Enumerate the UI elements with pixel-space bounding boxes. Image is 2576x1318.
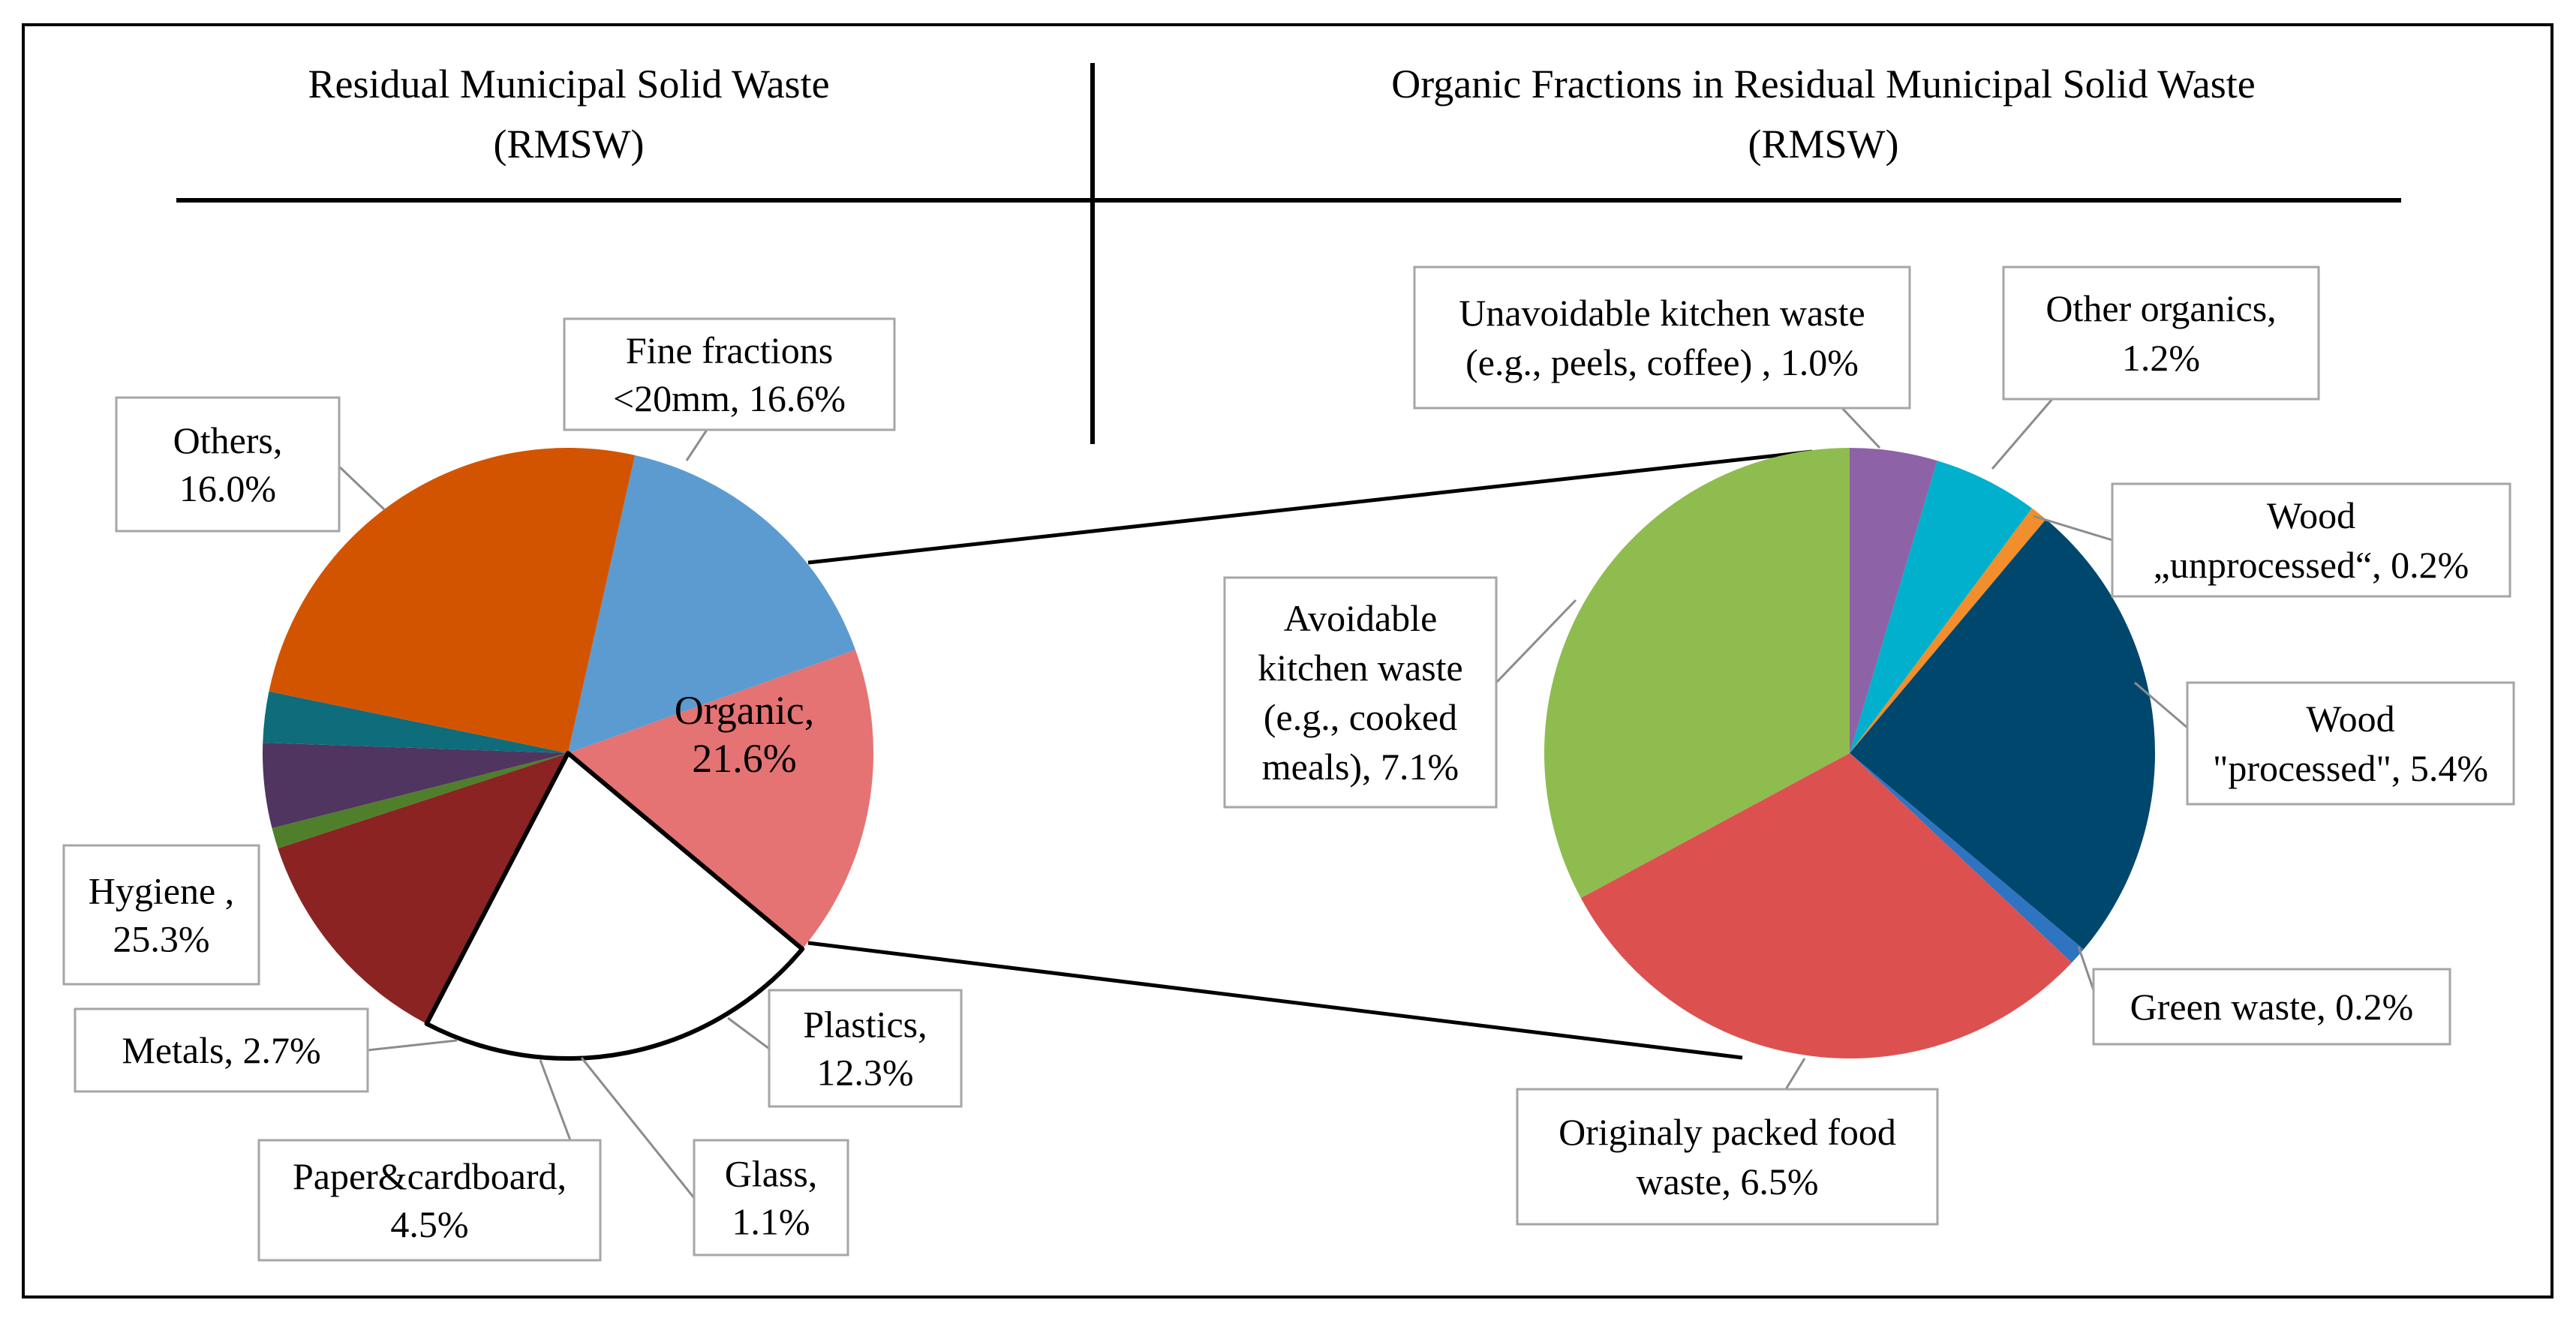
rmsw-pie-chart [263,447,873,1061]
slice-label-other-organics-line2: 1.2% [2122,337,2200,379]
leader-line-other-organics [1991,398,2054,470]
organic-slice-labels: Unavoidable kitchen waste (e.g., peels, c… [1223,266,2515,1226]
label-box-wood-processed [2186,681,2515,806]
left-header-line1: Residual Municipal Solid Waste [308,62,829,107]
slice-label-avoidable-line1: Avoidable [1284,597,1438,639]
label-box-green [2092,968,2451,1046]
pie-slice-paper [263,743,568,829]
slice-label-wood-unprocessed-line2: „unprocessed“, 0.2% [2154,544,2469,586]
leader-line-metals [367,1039,458,1052]
left-header-line2: (RMSW) [494,122,645,167]
rmsw-slice-labels: Fine fractions <20mm, 16.6% Organic,21.6% P… [62,317,963,1262]
slice-label-wood-processed-line2: "processed", 5.4% [2213,747,2488,789]
pie-slice-fine [568,650,873,950]
label-box-metals [74,1007,369,1093]
leader-line-wood-unprocessed [2033,515,2113,542]
label-box-others [115,396,341,533]
figure-frame [22,23,2553,1298]
pie-slice-hygiene [269,447,636,753]
label-box-packed-food [1516,1088,1939,1226]
label-box-hygiene [62,844,260,986]
organic-fractions-pie-chart [1544,448,2155,1058]
slice-label-glass-line1: Glass, [725,1153,818,1195]
slice-label-fine-line2: <20mm, 16.6% [613,377,846,419]
label-box-glass [693,1139,849,1256]
slice-label-paper-line1: Paper&cardboard, [293,1155,567,1197]
slice-label-organic-line2: 21.6% [692,736,796,781]
connector-line-bottom [807,941,1743,1060]
label-box-paper [257,1139,602,1262]
pie-slice-wood-processed [1850,519,2155,950]
leader-line-packed-food [1784,1058,1806,1090]
slice-label-other-organics-line1: Other organics, [2045,287,2276,329]
right-header-line2: (RMSW) [1748,122,1899,167]
label-box-unavoidable [1413,266,1911,410]
pie-slice-plastics [278,753,568,1024]
slice-label-hygiene-line1: Hygiene , [89,870,234,912]
leader-line-green [2077,946,2095,991]
slice-label-others-line1: Others, [173,419,283,461]
rmsw-leader-lines [338,429,770,1199]
connector-line-top [807,449,1813,565]
pie-slice-organic [424,751,805,1061]
pie-slice-wood-unprocessed [1850,508,2046,753]
leader-line-plastics [727,1016,770,1050]
slice-label-avoidable-line4: meals), 7.1% [1262,746,1459,788]
leader-line-glass [580,1057,696,1199]
pie-slice-packed-food [1580,753,2073,1058]
leader-line-unavoidable [1841,407,1881,449]
organic-leader-lines [1495,398,2188,1090]
slice-label-unavoidable-line2: (e.g., peels, coffee) , 1.0% [1465,341,1859,383]
slice-label-packed-food-line2: waste, 6.5% [1637,1160,1819,1202]
slice-label-organic-line1: Organic, [675,688,814,733]
pie-slice-glass [272,753,568,848]
slice-label-paper-line2: 4.5% [390,1203,468,1245]
label-box-avoidable [1223,576,1498,809]
label-box-fine [563,317,896,431]
slice-label-others-line2: 16.0% [179,467,276,509]
slice-label-green-line1: Green waste, 0.2% [2130,986,2414,1028]
slice-label-wood-unprocessed-line1: Wood [2267,494,2355,536]
pie-slice-metals [263,691,568,753]
slice-label-packed-food-line1: Originaly packed food [1559,1111,1896,1153]
label-box-other-organics [2002,266,2320,401]
slice-label-plastics-line2: 12.3% [816,1052,913,1094]
label-box-wood-unprocessed [2111,482,2511,598]
leader-line-paper [539,1059,572,1141]
leader-line-avoidable [1495,599,1577,684]
slice-label-hygiene-line2: 25.3% [113,918,209,960]
slice-label-avoidable-line2: kitchen waste [1258,647,1463,689]
pie-slice-avoidable [1544,448,1850,899]
pie-slice-other-organics [1850,461,2033,753]
pie-slice-unavoidable [1850,448,1937,753]
slice-label-avoidable-line3: (e.g., cooked [1264,696,1457,738]
leader-line-others [338,465,386,511]
pie-slice-others [568,455,855,753]
right-header-line1: Organic Fractions in Residual Municipal … [1391,62,2256,107]
leader-line-wood-processed [2134,681,2188,729]
slice-label-unavoidable-line1: Unavoidable kitchen waste [1459,292,1865,334]
slice-label-plastics-line1: Plastics, [803,1004,927,1046]
pie-slice-green [1850,753,2084,963]
leader-line-fine [685,429,708,461]
slice-label-fine-line1: Fine fractions [626,329,833,371]
slice-label-metals-line1: Metals, 2.7% [122,1029,320,1071]
label-box-plastics [768,989,963,1108]
slice-label-wood-processed-line1: Wood [2306,698,2394,740]
slice-label-glass-line2: 1.1% [732,1201,810,1243]
